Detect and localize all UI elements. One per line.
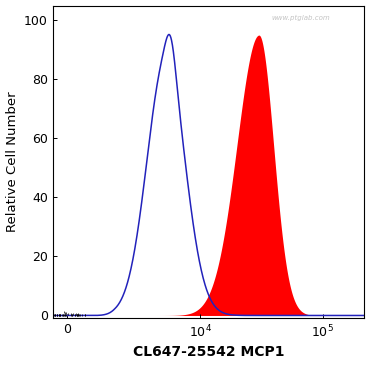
Y-axis label: Relative Cell Number: Relative Cell Number	[6, 92, 18, 232]
X-axis label: CL647-25542 MCP1: CL647-25542 MCP1	[133, 345, 285, 360]
Text: www.ptglab.com: www.ptglab.com	[271, 15, 330, 21]
